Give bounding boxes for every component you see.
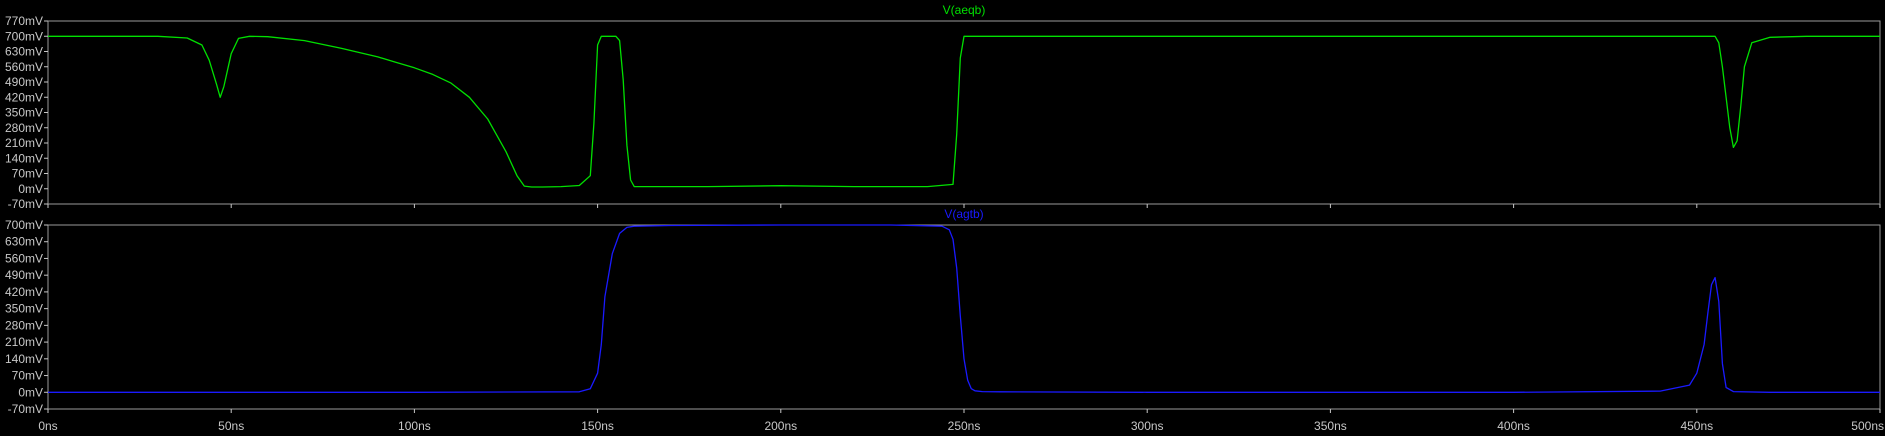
y-tick-label: 700mV	[5, 29, 43, 43]
y-tick-label: 210mV	[5, 136, 43, 150]
trace-title-1: V(aeqb)	[943, 3, 986, 17]
plot-frame-1	[47, 20, 1881, 205]
y-tick-label: 700mV	[5, 218, 43, 232]
series-line-vagtb	[48, 224, 1880, 393]
y-tick-label: 560mV	[5, 60, 43, 74]
y-tick-label: 420mV	[5, 285, 43, 299]
trace-title-2: V(agtb)	[944, 207, 983, 221]
y-tick-label: 630mV	[5, 45, 43, 59]
y-tick-label: -70mV	[8, 402, 43, 416]
y-tick-label: 630mV	[5, 235, 43, 249]
y-tick-label: 560mV	[5, 251, 43, 265]
y-tick-label: 280mV	[5, 318, 43, 332]
x-tick-label: 50ns	[218, 419, 244, 433]
x-tick-label: 300ns	[1131, 419, 1164, 433]
x-tick-label: 350ns	[1314, 419, 1347, 433]
x-tick-label: 200ns	[764, 419, 797, 433]
y-tick-label: 0mV	[18, 182, 43, 196]
x-tick-label: 450ns	[1680, 419, 1713, 433]
x-tick-label: 500ns	[1851, 419, 1884, 433]
y-tick-label: 490mV	[5, 75, 43, 89]
y-tick-label: 140mV	[5, 352, 43, 366]
y-tick-label: 70mV	[12, 369, 43, 383]
x-tick-label: 250ns	[948, 419, 981, 433]
x-tick-label: 150ns	[581, 419, 614, 433]
x-tick-label: 100ns	[398, 419, 431, 433]
y-tick-label: 210mV	[5, 335, 43, 349]
x-tick-label: 400ns	[1497, 419, 1530, 433]
plot-frame-2	[47, 224, 1881, 410]
series-line-vaeqb	[48, 35, 1880, 188]
y-tick-label: 490mV	[5, 268, 43, 282]
x-tick-label: 0ns	[38, 419, 57, 433]
y-tick-label: 0mV	[18, 385, 43, 399]
y-tick-label: 280mV	[5, 121, 43, 135]
y-tick-label: 350mV	[5, 106, 43, 120]
y-tick-label: 350mV	[5, 302, 43, 316]
y-tick-label: 770mV	[5, 14, 43, 28]
y-tick-label: -70mV	[8, 197, 43, 211]
y-tick-label: 140mV	[5, 151, 43, 165]
y-tick-label: 420mV	[5, 90, 43, 104]
y-tick-label: 70mV	[12, 167, 43, 181]
